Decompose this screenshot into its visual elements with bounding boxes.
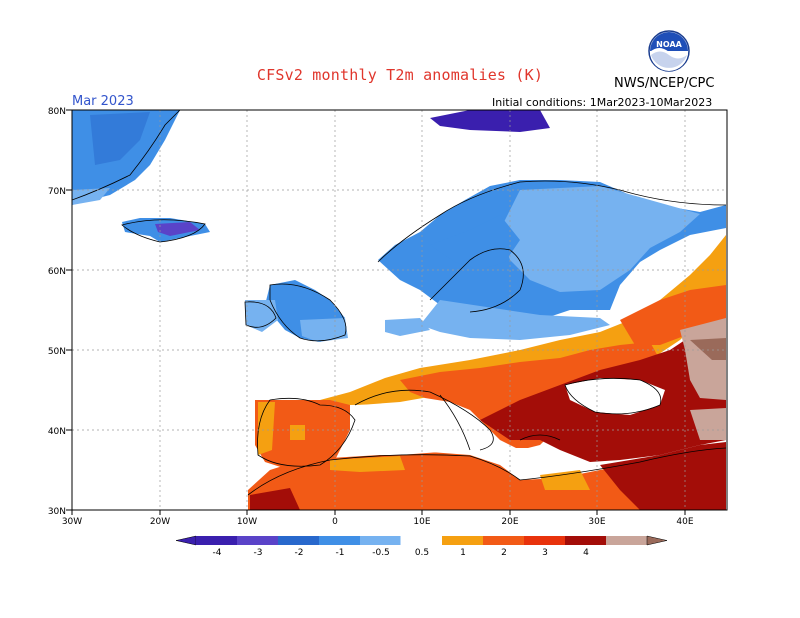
lon-label: 0 bbox=[332, 517, 338, 527]
colorbar-box bbox=[606, 536, 647, 545]
lat-label: 70N bbox=[48, 187, 66, 197]
lat-label: 30N bbox=[48, 507, 66, 517]
colorbar-label: -3 bbox=[254, 548, 263, 558]
noaa-logo-text: NOAA bbox=[656, 40, 682, 49]
colorbar-label: 0.5 bbox=[415, 548, 429, 558]
colorbar-arrow-left bbox=[175, 535, 197, 546]
colorbar-box bbox=[400, 535, 443, 546]
colorbar-label: -4 bbox=[213, 548, 222, 558]
colorbar-label: 3 bbox=[542, 548, 548, 558]
initial-conditions: Initial conditions: 1Mar2023-10Mar2023 bbox=[492, 96, 713, 109]
colorbar-box bbox=[360, 536, 401, 545]
colorbar-arrow-right bbox=[646, 535, 668, 546]
lat-label: 50N bbox=[48, 347, 66, 357]
anomaly-field bbox=[72, 110, 726, 510]
colorbar-box bbox=[319, 536, 360, 545]
colorbar-box bbox=[483, 536, 524, 545]
colorbar-label: 1 bbox=[460, 548, 466, 558]
colorbar-label: -0.5 bbox=[372, 548, 390, 558]
colorbar-labels: -4 -3 -2 -1 -0.5 0.5 1 2 3 4 bbox=[213, 548, 590, 558]
agency-label: NWS/NCEP/CPC bbox=[614, 76, 715, 91]
colorbar-box bbox=[196, 536, 237, 545]
colorbar-label: 2 bbox=[501, 548, 507, 558]
forecast-period: Mar 2023 bbox=[72, 94, 134, 109]
lon-axis: 30W 20W 10W 0 10E 20E 30E 40E bbox=[62, 517, 694, 527]
lon-label: 10E bbox=[413, 517, 430, 527]
lon-label: 20W bbox=[150, 517, 170, 527]
graticule bbox=[72, 110, 727, 510]
colorbar-box bbox=[278, 536, 319, 545]
noaa-logo-icon: NOAA bbox=[648, 30, 690, 72]
lat-label: 40N bbox=[48, 427, 66, 437]
colorbar-boxes bbox=[175, 535, 668, 546]
colorbar-box bbox=[565, 536, 606, 545]
lon-label: 40E bbox=[676, 517, 693, 527]
lon-label: 30E bbox=[588, 517, 605, 527]
colorbar-label: 4 bbox=[583, 548, 589, 558]
coastlines bbox=[72, 110, 727, 496]
lat-axis: 80N 70N 60N 50N 40N 30N bbox=[48, 107, 66, 517]
colorbar-label: -1 bbox=[336, 548, 345, 558]
lat-label: 60N bbox=[48, 267, 66, 277]
colorbar-box bbox=[442, 536, 483, 545]
colorbar-label: -2 bbox=[295, 548, 304, 558]
colorbar-box bbox=[524, 536, 565, 545]
lat-label: 80N bbox=[48, 107, 66, 117]
lon-label: 30W bbox=[62, 517, 82, 527]
map-frame bbox=[71, 109, 728, 511]
lon-label: 10W bbox=[237, 517, 257, 527]
map-title: CFSv2 monthly T2m anomalies (K) bbox=[256, 66, 544, 84]
colorbar-box bbox=[237, 536, 278, 545]
lon-label: 20E bbox=[501, 517, 518, 527]
